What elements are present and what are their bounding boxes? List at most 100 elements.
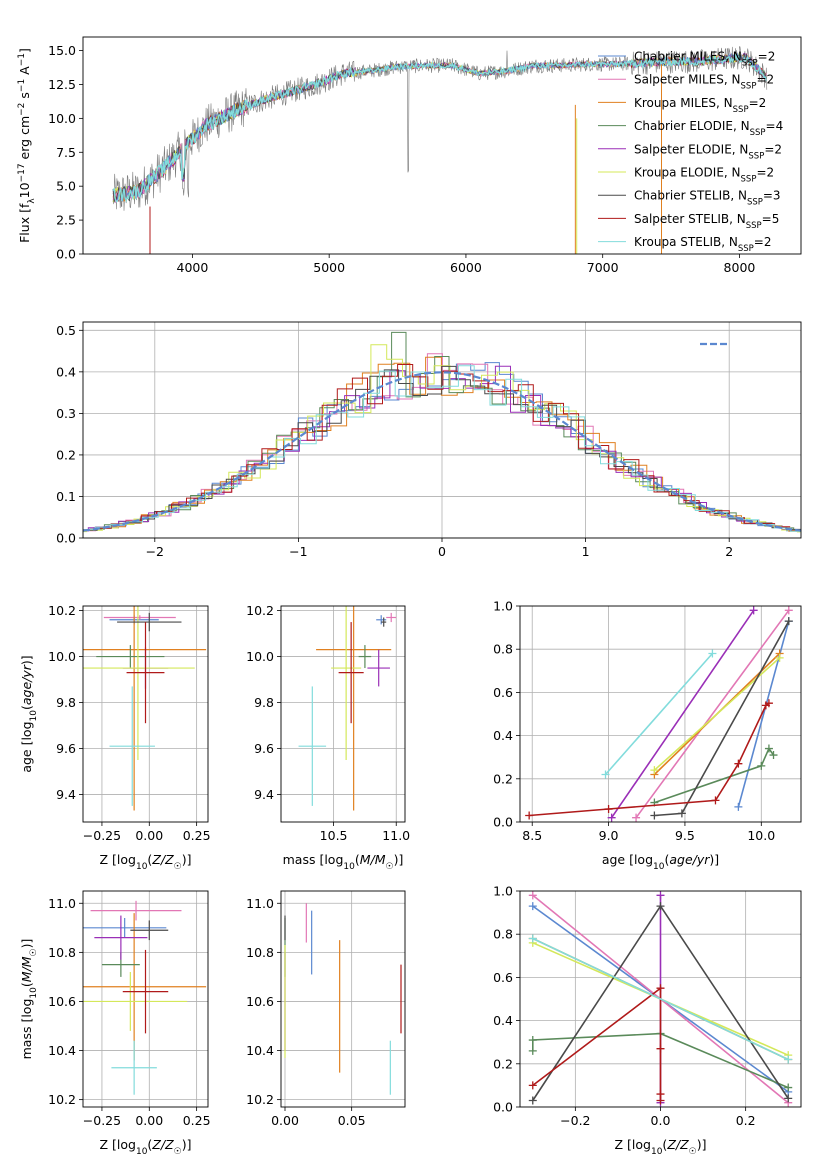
y-tick-label: 2.5 <box>56 213 76 228</box>
legend-entry-chabrier_elodie: Chabrier ELODIE, NSSP=4 <box>634 119 783 138</box>
histogram-chabrier_elodie <box>83 331 801 531</box>
plot-area-weight_vs_age <box>520 606 801 822</box>
legend-entry-sub: SSP <box>741 82 757 92</box>
legend-entry-tail: =3 <box>763 189 781 203</box>
x-tick-label: 4000 <box>177 260 209 275</box>
y-tick-label: 0.0 <box>493 815 513 830</box>
legend-entry-tail: =2 <box>754 235 772 249</box>
legend-entry-tail: =4 <box>766 119 784 133</box>
x-tick-label: 0.2 <box>736 1113 756 1128</box>
x-tick-label: 11.0 <box>382 828 410 843</box>
weight-marker-salpeter_stelib <box>734 759 743 768</box>
histogram-kroupa_elodie <box>83 344 801 533</box>
weight-marker-chabrier_miles <box>734 802 743 811</box>
legend-entry-sub: SSP <box>748 151 764 161</box>
y-tick-label: 10.8 <box>48 945 76 960</box>
legend-entry-text: Chabrier ELODIE, N <box>634 119 750 133</box>
panel-age_vs_mass: 10.5 11.0 9.4 9.6 9.8 10.0 10.2 mass [log10(M/M… <box>246 603 410 872</box>
plot-area-residuals <box>83 322 801 538</box>
legend-entry-kroupa_elodie: Kroupa ELODIE, NSSP=2 <box>634 166 774 185</box>
y-tick-label: 0.5 <box>56 323 76 338</box>
y-tick-label: 0.4 <box>56 364 76 379</box>
panel-spectrum: 4000 5000 6000 7000 8000 0.0 2.5 5.0 7.5 10.0 12.5… <box>17 36 802 275</box>
weight-marker-kroupa_elodie <box>650 766 659 775</box>
y-tick-label: 10.2 <box>246 1092 274 1107</box>
y-tick-label: 10.6 <box>48 994 76 1009</box>
legend-entry-tail: =2 <box>749 96 767 110</box>
panel-residuals: −2 −1 0 1 2 0.0 0.1 0.2 0.3 0.4 0.5 <box>56 321 802 559</box>
x-tick-label: −0.25 <box>83 828 121 843</box>
legend-entry-sub: SSP <box>742 59 758 69</box>
legend-entry-sub: SSP <box>746 221 762 231</box>
y-tick-label: 10.6 <box>246 994 274 1009</box>
y-tick-label: 7.5 <box>56 145 76 160</box>
weight-line-salpeter_miles <box>635 609 790 819</box>
axes-frame <box>82 605 209 823</box>
y-tick-label: 10.8 <box>246 945 274 960</box>
legend-entry-text: Salpeter STELIB, N <box>634 212 746 226</box>
weight-marker-kroupa_elodie <box>775 653 784 662</box>
weight-marker-salpeter_stelib <box>656 984 665 993</box>
weight-marker-chabrier_elodie <box>528 1036 537 1045</box>
histogram-salpeter_elodie <box>83 365 801 532</box>
x-tick-label: 10.0 <box>747 828 775 843</box>
weight-marker-chabrier_stelib <box>784 1094 793 1103</box>
y-tick-label: 0.1 <box>56 489 76 504</box>
y-tick-label: 0.0 <box>56 247 76 262</box>
plot-area-spectrum <box>112 46 768 254</box>
model-spectrum-kroupa_stelib <box>112 54 767 203</box>
y-tick-label: 9.4 <box>56 787 76 802</box>
x-tick-label: 10.5 <box>320 828 348 843</box>
y-tick-label: 15.0 <box>48 43 76 58</box>
x-tick-label: 2 <box>725 544 733 559</box>
y-tick-label: 0.4 <box>493 728 513 743</box>
x-tick-label: −1 <box>289 544 307 559</box>
plot-area-mass_vs_Z <box>83 891 208 1107</box>
axes-frame <box>280 605 406 823</box>
plot-area-weight_vs_Z <box>520 891 801 1107</box>
weight-marker-chabrier_stelib <box>677 809 686 818</box>
x-tick-label: −0.25 <box>83 1113 121 1128</box>
legend-entry-sub: SSP <box>741 175 757 185</box>
x-tick-label: 0.25 <box>183 828 211 843</box>
histogram-salpeter_stelib <box>83 364 801 532</box>
weight-marker-chabrier_elodie <box>769 751 778 760</box>
y-tick-label: 0.2 <box>493 1056 513 1071</box>
axes-frame <box>82 890 209 1108</box>
panel-age_vs_Z: −0.25 0.00 0.25 9.4 9.6 9.8 10.0 10.2 Z [log10(Z… <box>19 603 211 872</box>
legend-entry-sub: SSP <box>733 105 749 115</box>
legend-entry-sub: SSP <box>747 198 763 208</box>
legend-entry-tail: =2 <box>758 50 776 64</box>
axes-frame <box>519 605 802 823</box>
panel-weight_vs_Z: −0.2 0.0 0.2 0.0 0.2 0.4 0.6 0.8 1.0 Z [log10(Z/Z… <box>493 884 802 1157</box>
weight-marker-salpeter_stelib <box>656 1090 665 1099</box>
legend-entry-chabrier_stelib: Chabrier STELIB, NSSP=3 <box>634 189 781 208</box>
x-tick-label: 0.00 <box>271 1113 299 1128</box>
y-tick-label: 0.8 <box>493 642 513 657</box>
x-tick-label: −2 <box>146 544 164 559</box>
axes-frame <box>82 36 802 255</box>
axes-frame <box>280 890 406 1108</box>
x-tick-label: 0 <box>438 544 446 559</box>
x-axis-label: Z [log10(Z/Z☉)] <box>615 1137 707 1157</box>
x-tick-label: −0.2 <box>560 1113 590 1128</box>
legend-entry-text: Chabrier STELIB, N <box>634 189 747 203</box>
weight-marker-kroupa_stelib <box>601 770 610 779</box>
weight-marker-salpeter_stelib <box>656 1044 665 1053</box>
weight-marker-salpeter_miles <box>528 891 537 900</box>
y-tick-label: 1.0 <box>493 884 513 899</box>
x-tick-label: 1 <box>582 544 590 559</box>
y-tick-label: 9.8 <box>254 695 274 710</box>
weight-marker-chabrier_stelib <box>656 902 665 911</box>
y-tick-label: 1.0 <box>493 599 513 614</box>
plot-area-mass_vs_ebv <box>281 891 405 1107</box>
weight-line-kroupa_stelib <box>604 652 713 776</box>
x-tick-label: 0.25 <box>183 1113 211 1128</box>
weight-marker-chabrier_stelib <box>650 811 659 820</box>
y-tick-label: 10.2 <box>48 603 76 618</box>
y-tick-label: 12.5 <box>48 77 76 92</box>
y-tick-label: 0.0 <box>493 1100 513 1115</box>
weight-marker-chabrier_elodie <box>757 761 766 770</box>
x-tick-label: 5000 <box>313 260 345 275</box>
weight-marker-kroupa_stelib <box>528 934 537 943</box>
